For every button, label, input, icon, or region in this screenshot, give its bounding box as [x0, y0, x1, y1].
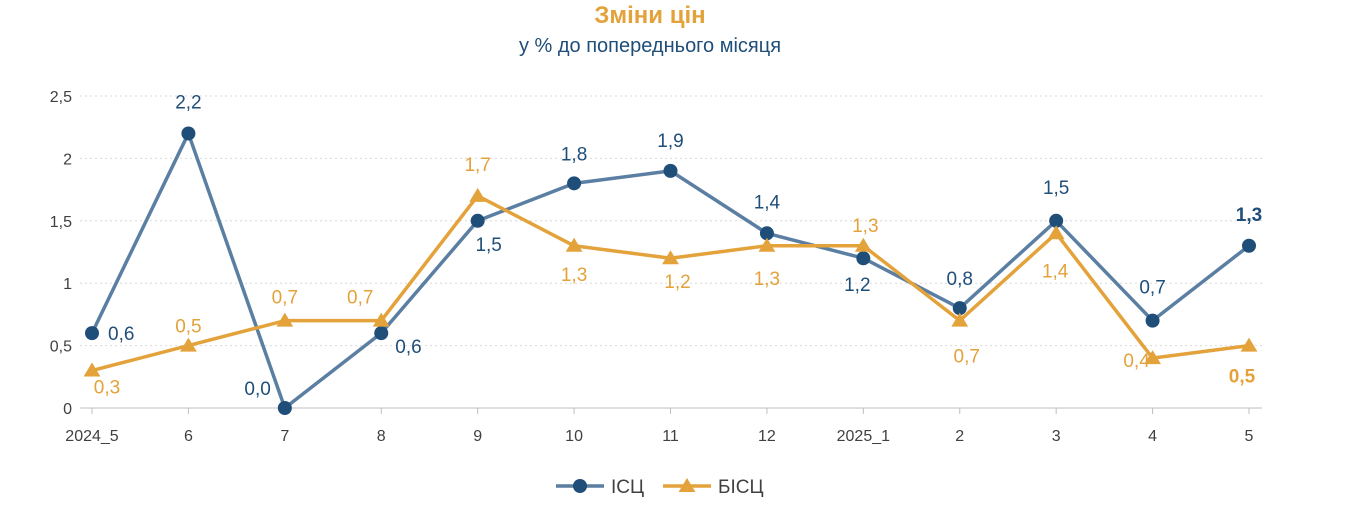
series-2-point: [1240, 337, 1258, 352]
x-tick-label: 2: [955, 428, 964, 445]
legend: ІСЦ БІСЦ: [556, 477, 764, 498]
series-1-data-label: 0,0: [244, 379, 270, 400]
series-1-point: [567, 176, 582, 191]
series-1-point: [663, 163, 678, 178]
x-tick-label: 5: [1245, 428, 1254, 445]
series-1-point: [759, 226, 774, 241]
series-1-point: [856, 251, 871, 266]
series-markers: [83, 126, 1258, 415]
series-1-point: [374, 326, 389, 341]
series-2-data-label: 1,3: [852, 216, 878, 237]
series-2-point: [662, 250, 679, 265]
series-1-point: [952, 301, 967, 316]
x-tick-label: 11: [662, 428, 679, 445]
y-tick-label: 1,5: [50, 214, 72, 231]
series-2-point: [565, 237, 583, 252]
series-1-data-label: 0,6: [395, 337, 421, 358]
series-1-data-label: 0,7: [1139, 278, 1165, 299]
x-tick-label: 10: [565, 428, 583, 445]
series-2-data-label: 0,7: [272, 288, 298, 309]
series-1-point: [277, 401, 292, 415]
series-1-point: [1049, 213, 1064, 228]
series-2-point: [951, 312, 969, 327]
x-tick-label: 2025_1: [837, 428, 890, 445]
series-2-point: [854, 237, 872, 252]
series-1-data-label: 0,8: [947, 269, 973, 290]
series-1-point: [1145, 313, 1160, 328]
series-2-point: [276, 312, 294, 327]
series-2-point: [83, 362, 101, 377]
series-2-data-label: 0,4: [1123, 351, 1150, 372]
y-tick-label: 1: [63, 276, 72, 293]
series-1-point: [470, 213, 485, 228]
chart-title: Зміни цін: [594, 2, 706, 29]
series-2-data-label: 0,7: [347, 288, 373, 309]
legend-marker-1: [573, 479, 587, 493]
series-2-data-label: 1,7: [464, 155, 490, 176]
y-tick-label: 2: [63, 151, 72, 168]
x-tick-label: 3: [1052, 428, 1061, 445]
series-2-data-label: 1,2: [664, 272, 690, 293]
series-1-point: [1242, 238, 1256, 253]
series-2-data-label: 1,3: [754, 269, 780, 290]
legend-marker-2: [678, 478, 696, 492]
y-tick-label: 0,5: [50, 339, 72, 356]
series-2-point: [1144, 350, 1161, 365]
series-2-data-label: 1,3: [561, 265, 587, 286]
series-2-point: [469, 187, 487, 202]
series-2-data-label: 0,3: [94, 378, 120, 399]
x-tick-label: 7: [280, 428, 289, 445]
x-tick-label: 4: [1148, 428, 1157, 445]
series-1-data-label: 1,8: [561, 144, 587, 165]
series-2-data-label: 0,5: [175, 317, 201, 338]
series-1-data-label: 1,4: [754, 192, 781, 213]
x-tick-label: 6: [184, 428, 193, 445]
series-1-point: [181, 126, 196, 141]
series-1-data-label: 0,6: [108, 324, 134, 345]
chart-subtitle: у % до попереднього місяця: [518, 35, 782, 57]
x-tick-label: 8: [377, 428, 386, 445]
series-1-point: [85, 326, 99, 341]
y-tick-label: 2,5: [50, 89, 72, 106]
legend-label-2: БІСЦ: [718, 477, 764, 498]
x-tick-label: 2024_5: [65, 428, 118, 445]
y-tick-label: 0: [63, 401, 72, 418]
series-1-data-label: 1,5: [475, 235, 501, 256]
series-2-data-label: 0,7: [954, 347, 980, 368]
series-1-data-label: 1,9: [657, 131, 683, 152]
series-2-point: [1047, 225, 1065, 240]
series-2-point: [180, 337, 197, 352]
grid-lines: [80, 95, 1262, 347]
x-tick-label: 12: [758, 428, 776, 445]
series-2-data-label: 0,5: [1229, 367, 1256, 388]
series-1-data-label: 2,2: [175, 92, 201, 113]
series-1-data-label: 1,2: [844, 275, 870, 296]
series-1-data-label: 1,5: [1043, 178, 1069, 199]
series-1-data-label: 1,3: [1236, 205, 1262, 226]
y-axis: 0 0,5 1 1,5 2 2,5: [50, 89, 72, 418]
x-axis: 2024_5 6 7 8 9 10 11 12 2025_1 2 3 4 5: [65, 407, 1262, 445]
series-2-data-label: 1,4: [1042, 261, 1069, 282]
legend-label-1: ІСЦ: [611, 477, 644, 498]
series-2-point: [758, 237, 776, 252]
series-2-point: [372, 312, 390, 327]
data-labels: 0,6 2,2 0,0 0,6 1,5 1,8 1,9 1,4 1,2 0,8 1,5 0,7 1,3 0…: [94, 92, 1262, 400]
x-tick-label: 9: [473, 428, 482, 445]
